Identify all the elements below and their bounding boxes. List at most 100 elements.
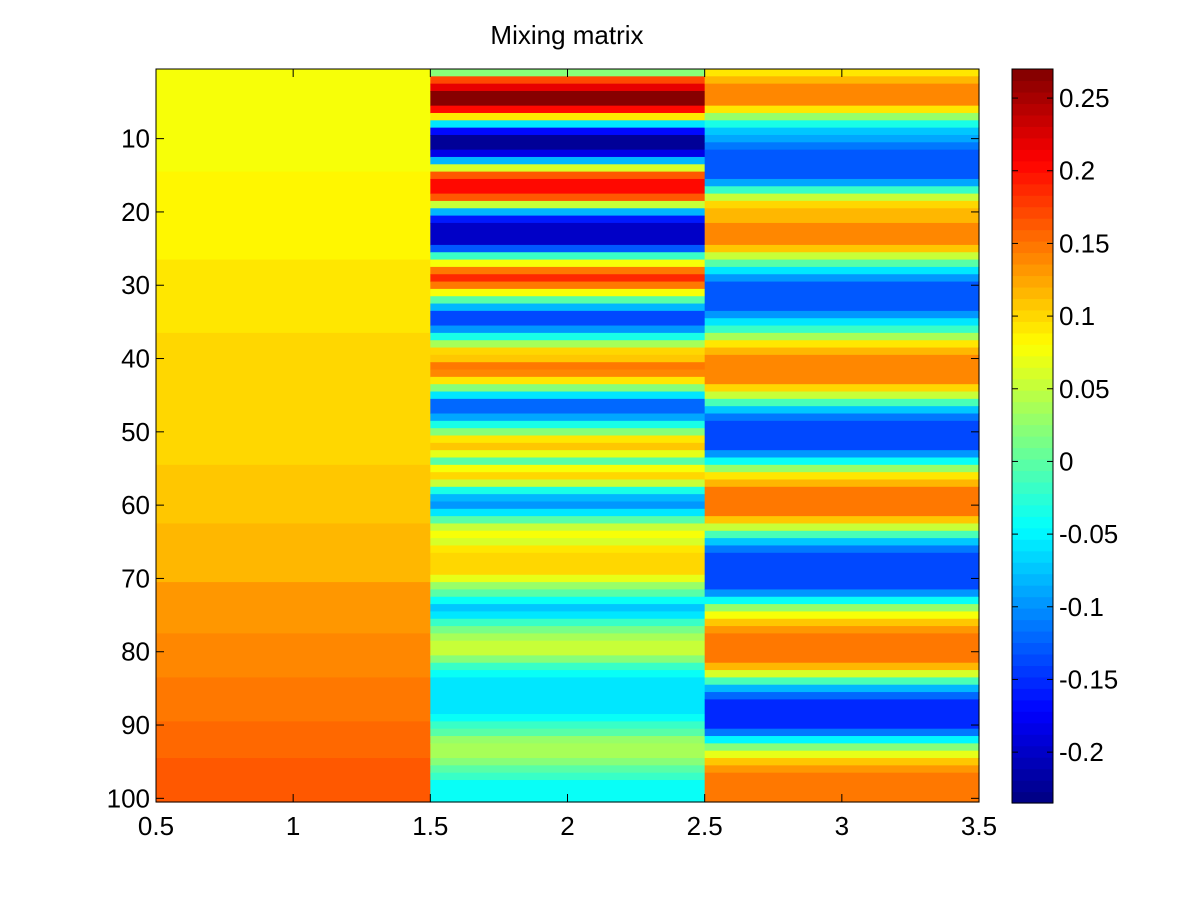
heatmap-cell bbox=[430, 127, 706, 136]
colorbar-tick-label: 0.2 bbox=[1059, 156, 1095, 186]
colorbar-swatch bbox=[1012, 298, 1053, 311]
heatmap-cell bbox=[704, 538, 980, 547]
heatmap-cell bbox=[704, 186, 980, 195]
colorbar-swatch bbox=[1012, 390, 1053, 403]
heatmap-cell bbox=[430, 332, 706, 341]
colorbar-swatch bbox=[1012, 195, 1053, 208]
colorbar-swatch bbox=[1012, 596, 1053, 609]
heatmap-cell bbox=[704, 193, 980, 202]
heatmap-cell bbox=[704, 545, 980, 554]
heatmap-cell bbox=[430, 450, 706, 459]
colorbar-swatch bbox=[1012, 229, 1053, 242]
heatmap-cell bbox=[156, 633, 431, 678]
heatmap-cell bbox=[156, 523, 431, 583]
heatmap-cell bbox=[430, 420, 706, 429]
heatmap-cell bbox=[430, 76, 706, 85]
heatmap-cell bbox=[704, 589, 980, 598]
colorbar-swatch bbox=[1012, 436, 1053, 449]
colorbar-swatch bbox=[1012, 676, 1053, 689]
colorbar-swatch bbox=[1012, 424, 1053, 437]
heatmap-cell bbox=[704, 325, 980, 334]
y-tick-label: 20 bbox=[121, 197, 150, 227]
heatmap-cell bbox=[704, 76, 980, 85]
heatmap-cell bbox=[430, 391, 706, 400]
heatmap-cell bbox=[430, 501, 706, 510]
heatmap-cell bbox=[704, 318, 980, 327]
colorbar-swatch bbox=[1012, 665, 1053, 678]
heatmap-cell bbox=[430, 274, 706, 283]
colorbar-swatch bbox=[1012, 470, 1053, 483]
y-tick-label: 90 bbox=[121, 710, 150, 740]
x-tick-label: 3.5 bbox=[961, 811, 997, 841]
heatmap-cell bbox=[430, 252, 706, 261]
colorbar-swatch bbox=[1012, 642, 1053, 655]
heatmap-cell bbox=[430, 574, 706, 583]
heatmap-cell bbox=[430, 464, 706, 473]
heatmap-cell bbox=[704, 692, 980, 700]
colorbar-swatch bbox=[1012, 275, 1053, 288]
heatmap-cell bbox=[704, 516, 980, 525]
heatmap-cell bbox=[704, 611, 980, 620]
heatmap-cell bbox=[430, 494, 706, 503]
heatmap-cell bbox=[704, 670, 980, 678]
heatmap-cell bbox=[430, 281, 706, 290]
heatmap-cell bbox=[430, 112, 706, 121]
colorbar-swatch bbox=[1012, 585, 1053, 598]
colorbar-swatch bbox=[1012, 780, 1053, 793]
x-tick-label: 1 bbox=[286, 811, 300, 841]
heatmap-cell bbox=[156, 677, 431, 722]
colorbar-swatch bbox=[1012, 401, 1053, 414]
colorbar-swatch bbox=[1012, 332, 1053, 345]
heatmap-cell bbox=[704, 457, 980, 466]
heatmap-cell bbox=[430, 164, 706, 173]
heatmap-cell bbox=[430, 582, 706, 591]
heatmap-cell bbox=[704, 244, 980, 253]
heatmap-cell bbox=[430, 288, 706, 297]
colorbar-swatch bbox=[1012, 206, 1053, 219]
heatmap-cell bbox=[430, 677, 706, 715]
colorbar-swatch bbox=[1012, 378, 1053, 391]
heatmap-cell bbox=[156, 332, 431, 400]
heatmap-cell bbox=[430, 516, 706, 525]
heatmap-cell bbox=[430, 428, 706, 437]
heatmap-cell bbox=[704, 684, 980, 693]
heatmap-cell bbox=[704, 354, 980, 385]
x-tick-label: 3 bbox=[835, 811, 849, 841]
x-tick-label: 2 bbox=[560, 811, 574, 841]
heatmap-cell bbox=[704, 208, 980, 224]
heatmap-cell bbox=[430, 486, 706, 495]
heatmap-cell bbox=[704, 523, 980, 532]
heatmap-cell bbox=[704, 391, 980, 400]
heatmap-cell bbox=[430, 296, 706, 305]
heatmap-cell bbox=[704, 736, 980, 744]
heatmap-cell bbox=[430, 538, 706, 547]
heatmap-cell bbox=[430, 215, 706, 224]
heatmap-cell bbox=[430, 780, 706, 803]
colorbar-swatch bbox=[1012, 481, 1053, 494]
y-tick-label: 10 bbox=[121, 124, 150, 154]
heatmap-cell bbox=[156, 582, 431, 635]
heatmap-cell bbox=[430, 670, 706, 678]
heatmap-cell bbox=[430, 604, 706, 613]
colorbar-swatch bbox=[1012, 504, 1053, 517]
heatmap-cell bbox=[156, 464, 431, 525]
heatmap-cell bbox=[156, 171, 431, 261]
colorbar-axis: 0.25 0.2 0.15 0.1 0.05 0 -0.05 -0.1 -0.15 -0.2 bbox=[1012, 83, 1118, 767]
heatmap-cell bbox=[430, 120, 706, 129]
heatmap-cell bbox=[704, 633, 980, 664]
colorbar-swatch bbox=[1012, 630, 1053, 644]
colorbar-tick-label: 0.25 bbox=[1059, 83, 1110, 113]
colorbar-swatch bbox=[1012, 745, 1053, 758]
y-tick-label: 60 bbox=[121, 490, 150, 520]
y-tick-label: 30 bbox=[121, 270, 150, 300]
colorbar-swatch bbox=[1012, 241, 1053, 254]
heatmap-cell bbox=[704, 450, 980, 459]
y-tick-label: 70 bbox=[121, 563, 150, 593]
heatmap-cell bbox=[704, 618, 980, 627]
heatmap-cell bbox=[704, 178, 980, 187]
heatmap-cell bbox=[430, 325, 706, 334]
heatmap-cell bbox=[704, 486, 980, 517]
y-tick-label: 100 bbox=[107, 783, 150, 813]
heatmap-cell bbox=[430, 149, 706, 158]
